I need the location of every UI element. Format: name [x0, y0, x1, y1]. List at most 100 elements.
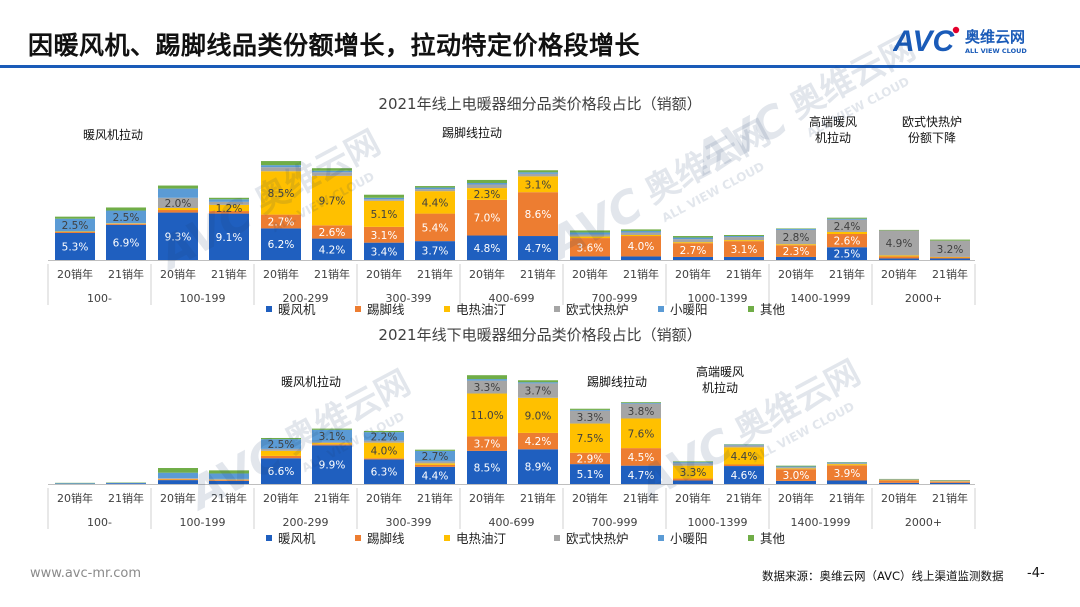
- bar-segment-oil: [570, 423, 610, 453]
- category-tick-label: 20销年: [881, 491, 917, 505]
- bar-segment-baseboard: [930, 257, 970, 259]
- legend-swatch-heater: [266, 535, 272, 541]
- legend-swatch-heater: [266, 306, 272, 312]
- bar-segment-heater: [673, 256, 713, 260]
- bar-segment-heater: [261, 228, 301, 260]
- data-label: 9.1%: [216, 232, 243, 244]
- bar-segment-heater: [312, 238, 352, 260]
- category-tick-label: 21销年: [829, 491, 865, 505]
- category-tick-label: 21销年: [623, 491, 659, 505]
- bar-segment-oil: [518, 176, 558, 193]
- data-label: 8.5%: [268, 188, 295, 200]
- data-label: 3.7%: [525, 386, 552, 398]
- bar-segment-oil: [415, 463, 455, 465]
- bar-segment-other: [570, 230, 610, 233]
- annotation-text: 暖风机拉动: [83, 127, 143, 142]
- category-tick-label: 21销年: [726, 267, 762, 281]
- data-label: 2.5%: [113, 212, 140, 224]
- data-label: 6.3%: [371, 467, 398, 479]
- data-label: 3.2%: [937, 244, 964, 256]
- bar-segment-mini: [724, 444, 764, 446]
- chart-title: 2021年线上电暖器细分品类价格段占比（销额）: [378, 95, 701, 113]
- annotation-text: 暖风机拉动: [281, 374, 341, 389]
- bar-segment-oil: [827, 231, 867, 234]
- data-label: 4.7%: [525, 243, 552, 255]
- bar-segment-baseboard: [724, 241, 764, 257]
- bar-segment-heater: [158, 480, 198, 484]
- bar-segment-heater: [621, 465, 661, 484]
- data-label: 8.6%: [525, 209, 552, 221]
- bar-segment-baseboard: [621, 448, 661, 466]
- data-label: 2.6%: [834, 236, 861, 248]
- data-label: 7.5%: [577, 433, 604, 445]
- bar-segment-oil: [261, 171, 301, 215]
- bar-segment-europe: [415, 189, 455, 192]
- bar-segment-mini: [158, 472, 198, 479]
- data-label: 2.9%: [577, 453, 604, 465]
- bar-segment-europe: [827, 219, 867, 232]
- bar-segment-heater: [930, 482, 970, 484]
- category-tick-label: 20销年: [881, 267, 917, 281]
- bar-segment-heater: [158, 212, 198, 260]
- category-tick-label: 21销年: [417, 267, 453, 281]
- bar-segment-mini: [261, 165, 301, 168]
- bar-segment-other: [158, 468, 198, 473]
- legend-swatch-mini: [658, 306, 664, 312]
- data-label: 3.7%: [474, 439, 501, 451]
- bar-segment-heater: [209, 480, 249, 484]
- bar-segment-europe: [724, 237, 764, 241]
- bar-segment-oil: [415, 191, 455, 214]
- bar-segment-mini: [518, 172, 558, 174]
- data-label: 4.5%: [628, 452, 655, 464]
- legend-label: 电热油汀: [456, 531, 506, 546]
- bar-segment-other: [364, 430, 404, 433]
- bar-segment-baseboard: [673, 243, 713, 257]
- bar-segment-mini: [570, 409, 610, 411]
- bar-segment-europe: [930, 480, 970, 482]
- bar-segment-baseboard: [261, 214, 301, 229]
- logo-cn-text: 奥维云网: [965, 28, 1025, 46]
- annotation-text: 高端暖风机拉动: [809, 114, 857, 145]
- data-label: 7.6%: [628, 428, 655, 440]
- data-source-note: 数据来源：奥维云网（AVC）线上渠道监测数据: [762, 569, 1004, 583]
- data-label: 2.7%: [422, 451, 449, 463]
- data-label: 3.1%: [525, 179, 552, 191]
- data-label: 6.6%: [268, 466, 295, 478]
- bar-segment-europe: [570, 234, 610, 237]
- bar-segment-other: [879, 229, 919, 231]
- data-label: 3.3%: [474, 382, 501, 394]
- data-label: 2.5%: [268, 439, 295, 451]
- footer-url: www.avc-mr.com: [30, 566, 142, 581]
- data-label: 2.2%: [371, 431, 398, 443]
- data-label: 6.2%: [268, 239, 295, 251]
- data-label: 3.1%: [371, 230, 398, 242]
- data-label: 9.9%: [319, 460, 346, 472]
- page-number: -4-: [1027, 566, 1045, 581]
- data-label: 4.4%: [422, 197, 449, 209]
- bar-segment-oil: [312, 443, 352, 445]
- data-label: 5.4%: [422, 222, 449, 234]
- bar-segment-mini: [364, 197, 404, 200]
- group-tick-label: 700-999: [592, 516, 638, 529]
- bar-segment-baseboard: [570, 452, 610, 465]
- bar-segment-oil: [467, 188, 507, 200]
- data-label: 2.7%: [268, 216, 295, 228]
- bar-segment-heater: [261, 458, 301, 484]
- data-label: 3.7%: [422, 246, 449, 258]
- data-label: 3.1%: [731, 244, 758, 256]
- bar-segment-oil: [621, 235, 661, 237]
- bar-segment-mini: [261, 439, 301, 449]
- bar-segment-other: [415, 186, 455, 188]
- bar-segment-oil: [776, 468, 816, 470]
- bar-segment-mini: [827, 462, 867, 464]
- category-tick-label: 21销年: [108, 491, 144, 505]
- bar-segment-oil: [776, 244, 816, 246]
- bar-segment-baseboard: [467, 199, 507, 236]
- group-tick-label: 400-699: [489, 292, 535, 305]
- bar-segment-europe: [879, 230, 919, 256]
- data-label: 5.3%: [62, 241, 89, 253]
- bar-segment-oil: [827, 464, 867, 466]
- category-tick-label: 20销年: [57, 491, 93, 505]
- bar-segment-europe: [673, 463, 713, 466]
- bar-segment-europe: [467, 184, 507, 189]
